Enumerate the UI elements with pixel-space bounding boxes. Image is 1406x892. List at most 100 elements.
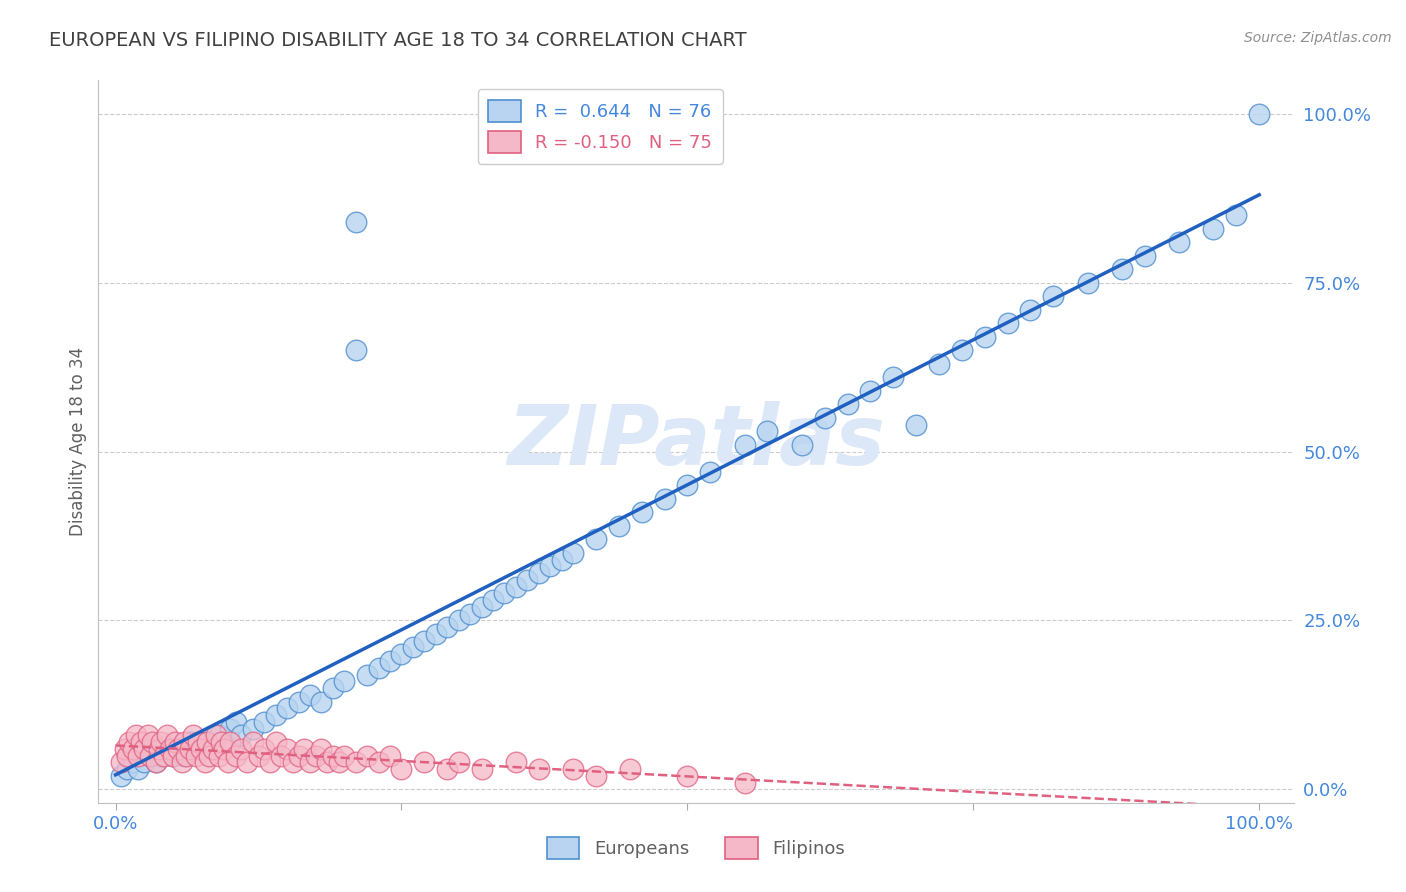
Point <box>287 694 309 708</box>
Point <box>136 728 159 742</box>
Legend: Europeans, Filipinos: Europeans, Filipinos <box>540 830 852 866</box>
Point <box>1042 289 1064 303</box>
Point <box>125 728 148 742</box>
Point <box>316 756 339 770</box>
Point <box>264 708 287 723</box>
Point <box>505 580 527 594</box>
Point <box>148 741 170 756</box>
Point <box>344 215 367 229</box>
Point <box>470 762 492 776</box>
Point <box>145 756 167 770</box>
Point <box>630 505 652 519</box>
Point <box>187 735 209 749</box>
Point <box>231 741 253 756</box>
Point <box>1202 222 1225 236</box>
Point <box>344 343 367 358</box>
Point <box>264 735 287 749</box>
Point <box>118 735 141 749</box>
Point <box>163 735 186 749</box>
Point <box>270 748 292 763</box>
Point <box>607 519 630 533</box>
Point <box>219 735 242 749</box>
Point <box>950 343 973 358</box>
Point <box>311 741 333 756</box>
Point <box>114 741 136 756</box>
Point <box>447 756 470 770</box>
Point <box>585 769 607 783</box>
Point <box>458 607 481 621</box>
Point <box>585 533 607 547</box>
Point <box>470 599 492 614</box>
Point <box>311 694 333 708</box>
Point <box>281 756 304 770</box>
Point <box>1111 262 1133 277</box>
Point <box>378 748 401 763</box>
Point <box>322 681 344 695</box>
Point <box>322 748 344 763</box>
Text: ZIPatlas: ZIPatlas <box>508 401 884 482</box>
Point <box>973 330 995 344</box>
Y-axis label: Disability Age 18 to 34: Disability Age 18 to 34 <box>69 347 87 536</box>
Point <box>115 748 138 763</box>
Point <box>333 674 356 689</box>
Point <box>756 425 779 439</box>
Point <box>413 633 436 648</box>
Point <box>121 756 143 770</box>
Point <box>562 762 585 776</box>
Point <box>150 735 173 749</box>
Point <box>814 411 837 425</box>
Point <box>527 762 550 776</box>
Point <box>207 728 229 742</box>
Point <box>505 756 527 770</box>
Point <box>173 748 195 763</box>
Point <box>391 647 413 661</box>
Point <box>139 748 162 763</box>
Point <box>654 491 676 506</box>
Point <box>734 775 756 789</box>
Point <box>298 688 321 702</box>
Point <box>198 748 221 763</box>
Point <box>141 735 163 749</box>
Point <box>837 397 859 411</box>
Point <box>997 317 1019 331</box>
Point <box>298 756 321 770</box>
Point <box>333 748 356 763</box>
Point <box>170 756 193 770</box>
Point <box>402 640 425 655</box>
Point <box>1249 107 1271 121</box>
Point <box>436 762 458 776</box>
Point <box>859 384 882 398</box>
Point <box>139 748 162 763</box>
Point <box>494 586 516 600</box>
Point <box>162 748 184 763</box>
Point <box>167 741 190 756</box>
Point <box>436 620 458 634</box>
Point <box>173 735 195 749</box>
Point <box>195 735 218 749</box>
Point <box>212 741 235 756</box>
Point <box>447 614 470 628</box>
Point <box>201 741 224 756</box>
Point <box>152 748 174 763</box>
Point <box>205 728 228 742</box>
Point <box>905 417 928 432</box>
Point <box>179 735 201 749</box>
Point <box>562 546 585 560</box>
Point <box>195 735 218 749</box>
Text: EUROPEAN VS FILIPINO DISABILITY AGE 18 TO 34 CORRELATION CHART: EUROPEAN VS FILIPINO DISABILITY AGE 18 T… <box>49 31 747 50</box>
Point <box>538 559 561 574</box>
Point <box>367 756 389 770</box>
Point <box>516 573 538 587</box>
Point <box>276 701 298 715</box>
Point <box>1225 208 1247 222</box>
Point <box>247 748 270 763</box>
Point <box>167 741 190 756</box>
Point <box>619 762 641 776</box>
Point <box>527 566 550 581</box>
Point <box>129 735 152 749</box>
Point <box>127 762 149 776</box>
Point <box>259 756 281 770</box>
Point <box>1019 302 1042 317</box>
Point <box>176 748 198 763</box>
Point <box>225 748 247 763</box>
